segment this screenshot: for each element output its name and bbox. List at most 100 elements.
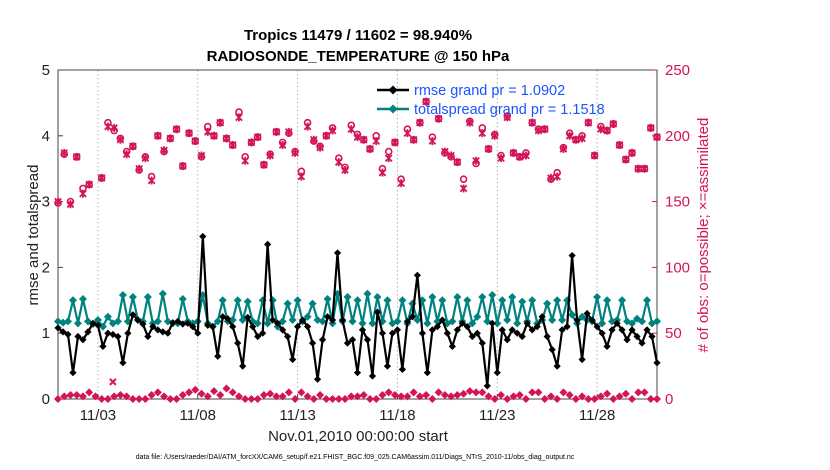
totalspread-point bbox=[93, 316, 102, 325]
obs-assimilated-point bbox=[266, 151, 274, 160]
totalspread-point bbox=[103, 312, 112, 321]
obs-assimilated-point bbox=[478, 129, 487, 138]
obs-low-point bbox=[309, 395, 318, 403]
obs-low-point bbox=[197, 389, 206, 398]
totalspread-point bbox=[118, 291, 127, 300]
obs-low-point bbox=[521, 395, 530, 403]
obs-low-point bbox=[128, 395, 137, 403]
rmse-point bbox=[413, 271, 421, 279]
totalspread-point bbox=[438, 296, 447, 305]
rmse-point bbox=[199, 232, 207, 241]
rmse-point bbox=[79, 336, 87, 344]
rmse-point bbox=[653, 359, 661, 367]
totalspread-point bbox=[603, 296, 612, 305]
rmse-point bbox=[423, 369, 431, 377]
obs-assimilated-point bbox=[172, 125, 181, 134]
obs-low-point bbox=[415, 392, 424, 401]
obs-low-point bbox=[628, 395, 637, 403]
obs-low-point bbox=[390, 391, 399, 400]
obs-low-point bbox=[559, 388, 568, 397]
totalspread-point bbox=[213, 317, 222, 326]
rmse-point bbox=[478, 339, 486, 347]
y2-tick-label: 200 bbox=[665, 128, 690, 145]
obs-low-point bbox=[66, 391, 75, 400]
legend-spread-label: totalspread grand pr = 1.1518 bbox=[414, 102, 605, 118]
rmse-point bbox=[638, 339, 646, 347]
totalspread-point bbox=[303, 312, 312, 321]
obs-assimilated-point bbox=[104, 122, 112, 131]
obs-low-point bbox=[484, 392, 493, 401]
obs-assimilated-point bbox=[79, 189, 87, 198]
obs-assimilated-point bbox=[603, 126, 611, 135]
obs-assimilated-point bbox=[534, 126, 543, 135]
y-tick-label: 4 bbox=[42, 128, 50, 145]
obs-assimilated-point bbox=[590, 151, 599, 160]
totalspread-point bbox=[508, 293, 517, 302]
y-tick-label: 2 bbox=[42, 259, 50, 276]
obs-assimilated-point bbox=[490, 131, 499, 140]
rmse-point bbox=[264, 240, 272, 248]
totalspread-point bbox=[368, 319, 377, 328]
obs-assimilated-point bbox=[416, 118, 424, 127]
obs-low-point bbox=[609, 395, 618, 403]
rmse-point bbox=[463, 323, 471, 331]
rmse-point bbox=[543, 332, 551, 341]
rmse-point bbox=[99, 342, 107, 350]
obs-low-point bbox=[584, 395, 593, 403]
rmse-point bbox=[323, 313, 332, 321]
totalspread-point bbox=[288, 316, 297, 325]
rmse-point bbox=[303, 323, 312, 331]
totalspread-point bbox=[293, 296, 302, 305]
obs-assimilated-point bbox=[153, 131, 162, 140]
obs-low-point bbox=[178, 391, 187, 400]
rmse-point bbox=[174, 317, 182, 325]
obs-low-point bbox=[185, 388, 194, 397]
obs-assimilated-point bbox=[640, 164, 649, 173]
rmse-point bbox=[154, 326, 162, 334]
rmse-point bbox=[458, 319, 466, 327]
totalspread-point bbox=[463, 296, 472, 305]
obs-assimilated-point bbox=[278, 141, 287, 150]
obs-count-series bbox=[54, 97, 661, 403]
rmse-point bbox=[54, 324, 62, 332]
obs-low-point bbox=[509, 392, 518, 401]
obs-low-point bbox=[334, 395, 343, 403]
totalspread-point bbox=[153, 317, 162, 326]
x-tick-label: 11/28 bbox=[579, 407, 615, 424]
obs-low-point bbox=[503, 395, 512, 403]
y-tick-label: 5 bbox=[42, 62, 50, 79]
rmse-point bbox=[473, 329, 481, 337]
rmse-point bbox=[269, 316, 277, 324]
rmse-point bbox=[428, 326, 436, 334]
obs-assimilated-point bbox=[216, 118, 225, 127]
obs-low-point bbox=[328, 395, 337, 403]
obs-low-point bbox=[359, 391, 368, 400]
rmse-point bbox=[159, 328, 167, 336]
obs-assimilated-point bbox=[241, 156, 250, 165]
y-axis-label: rmse and totalspread bbox=[25, 165, 42, 306]
y-axis-ticks: 0 1 2 3 4 5 bbox=[42, 62, 63, 408]
obs-low-point bbox=[85, 388, 94, 397]
obs-low-point bbox=[291, 395, 300, 403]
totalspread-point bbox=[58, 318, 67, 327]
obs-assimilated-point bbox=[203, 127, 212, 136]
obs-low-point bbox=[634, 388, 643, 397]
totalspread-point bbox=[628, 319, 637, 328]
obs-assimilated-point bbox=[291, 148, 299, 157]
obs-assimilated-point bbox=[253, 133, 262, 142]
x-tick-label: 11/03 bbox=[80, 407, 116, 424]
obs-assimilated-point bbox=[366, 144, 374, 153]
obs-assimilated-point bbox=[484, 144, 493, 153]
rmse-point bbox=[259, 329, 267, 337]
obs-low-point bbox=[384, 388, 393, 397]
obs-low-point bbox=[60, 392, 69, 401]
obs-low-point bbox=[322, 395, 331, 403]
obs-low-point bbox=[640, 388, 649, 397]
obs-assimilated-point bbox=[191, 137, 200, 146]
obs-assimilated-point bbox=[110, 123, 118, 132]
obs-low-point bbox=[615, 392, 624, 401]
totalspread-point bbox=[268, 296, 277, 305]
totalspread-point bbox=[493, 319, 502, 328]
obs-low-point bbox=[241, 395, 250, 403]
